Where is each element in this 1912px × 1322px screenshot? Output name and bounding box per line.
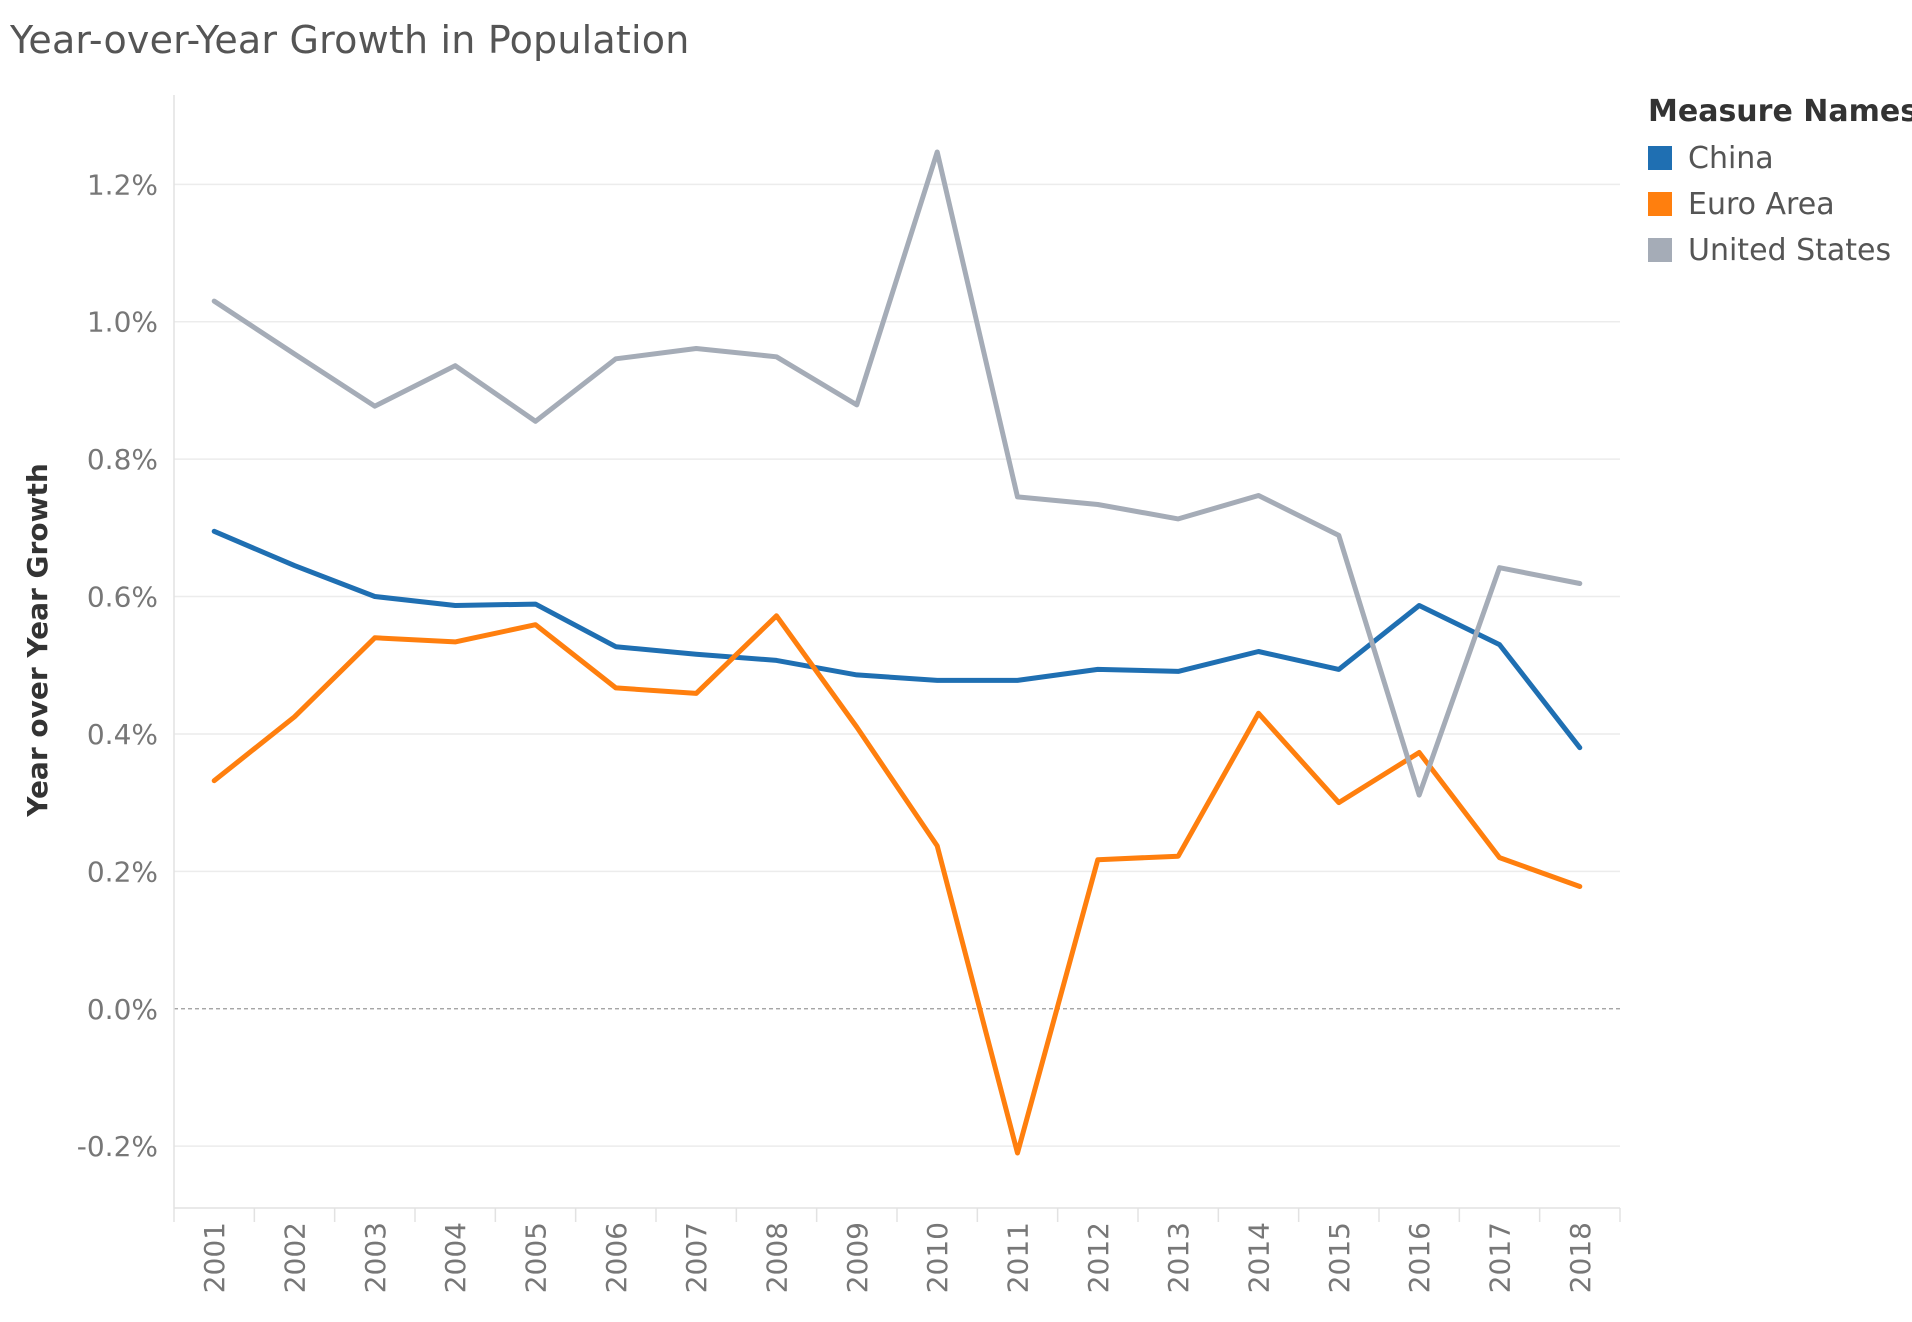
- y-tick-label: 0.4%: [87, 718, 158, 751]
- legend-label: Euro Area: [1688, 186, 1835, 222]
- x-tick-label: 2006: [600, 1222, 633, 1293]
- x-tick-label: 2012: [1082, 1222, 1115, 1293]
- y-tick-label: 0.2%: [87, 855, 158, 888]
- x-tick-label: 2009: [841, 1222, 874, 1293]
- x-tick-label: 2001: [198, 1222, 231, 1293]
- x-axis-ticks: 2001 2002 2003 2004 2005 2006 2007 2008 2009 2010…: [198, 1222, 1597, 1293]
- y-tick-label: 1.2%: [87, 168, 158, 201]
- x-tick-label: 2004: [439, 1222, 472, 1293]
- x-tick-label: 2008: [761, 1222, 794, 1293]
- legend-swatch: [1648, 146, 1672, 170]
- y-tick-label: 0.8%: [87, 443, 158, 476]
- axes: [173, 95, 1621, 1222]
- x-tick-label: 2014: [1243, 1222, 1276, 1293]
- x-tick-label: 2013: [1162, 1222, 1195, 1293]
- x-tick-label: 2017: [1484, 1222, 1517, 1293]
- series-line-china: [211, 528, 1583, 751]
- x-tick-label: 2016: [1403, 1222, 1436, 1293]
- series-lines: [211, 149, 1583, 1156]
- y-tick-label: 0.0%: [87, 993, 158, 1026]
- gridlines: [174, 183, 1620, 1147]
- y-tick-label: 0.6%: [87, 581, 158, 614]
- legend-label: United States: [1688, 232, 1892, 268]
- x-tick-label: 2005: [520, 1222, 553, 1293]
- legend-swatch: [1648, 192, 1672, 216]
- chart-title: Year-over-Year Growth in Population: [10, 18, 690, 62]
- x-tick-label: 2002: [279, 1222, 312, 1293]
- legend-item-euro-area[interactable]: Euro Area: [1648, 181, 1912, 227]
- x-tick-label: 2018: [1564, 1222, 1597, 1293]
- x-tick-label: 2007: [680, 1222, 713, 1293]
- legend-swatch: [1648, 238, 1672, 262]
- x-tick-label: 2003: [359, 1222, 392, 1293]
- legend-items: China Euro Area United States: [1648, 135, 1912, 273]
- y-tick-label: -0.2%: [77, 1130, 158, 1163]
- y-axis-ticks: -0.2% 0.0% 0.2% 0.4% 0.6% 0.8% 1.0% 1.2%: [77, 168, 158, 1163]
- series-line-euro-area: [211, 613, 1583, 1156]
- legend-item-united-states[interactable]: United States: [1648, 227, 1912, 273]
- x-tick-label: 2011: [1002, 1222, 1035, 1293]
- legend-item-china[interactable]: China: [1648, 135, 1912, 181]
- y-axis-title: Year over Year Growth: [21, 463, 54, 818]
- y-tick-label: 1.0%: [87, 306, 158, 339]
- x-tick-label: 2015: [1323, 1222, 1356, 1293]
- series-line-united-states: [211, 149, 1583, 798]
- legend-title: Measure Names: [1648, 94, 1912, 129]
- legend-label: China: [1688, 140, 1774, 176]
- legend: Measure Names China Euro Area United State…: [1648, 94, 1912, 273]
- x-tick-label: 2010: [921, 1222, 954, 1293]
